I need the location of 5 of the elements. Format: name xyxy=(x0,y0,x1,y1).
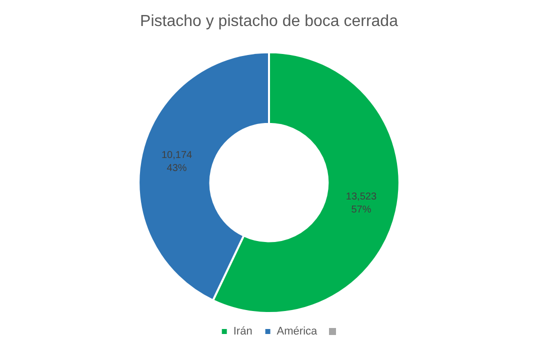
legend-label: América xyxy=(276,326,318,338)
chart-title: Pistacho y pistacho de boca cerrada xyxy=(140,13,398,30)
legend-label: Irán xyxy=(233,326,252,338)
data-label: 13,523 57% xyxy=(346,192,377,216)
data-label: 10,174 43% xyxy=(161,150,193,174)
